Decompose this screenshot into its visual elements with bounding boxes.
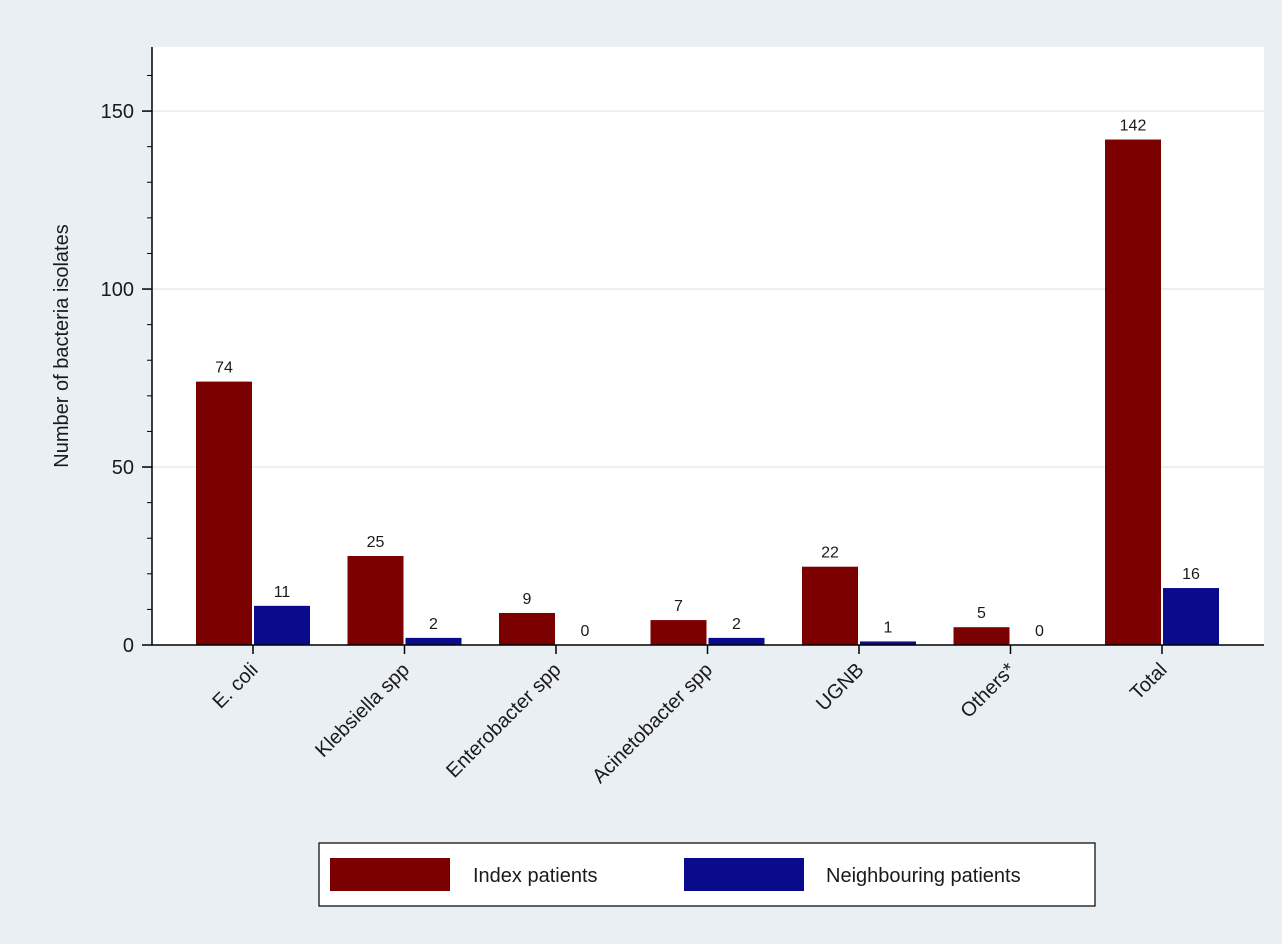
y-tick-label: 0 (123, 635, 134, 657)
data-label: 22 (821, 545, 839, 562)
data-label: 142 (1120, 118, 1147, 135)
data-label: 25 (367, 534, 385, 551)
bar-index (499, 612, 555, 645)
data-label: 1 (884, 619, 893, 636)
legend: Index patients Neighbouring patients (318, 842, 1096, 907)
y-tick-label: 150 (101, 101, 134, 123)
y-axis-title: Number of bacteria isolates (51, 224, 73, 467)
bar-neighbouring (405, 637, 462, 645)
bar-neighbouring (708, 637, 765, 645)
legend-swatch-neighbouring (684, 858, 804, 891)
data-label: 2 (429, 616, 438, 633)
gridlines (152, 110, 1264, 468)
plot-area (152, 47, 1264, 645)
data-label: 11 (274, 584, 291, 601)
legend-label: Index patients (473, 865, 598, 887)
data-label: 7 (674, 598, 683, 615)
data-label: 16 (1182, 566, 1200, 583)
data-label: 2 (732, 616, 741, 633)
bar-index (1105, 139, 1161, 646)
bar-index (953, 627, 1010, 645)
bar-index (347, 556, 404, 645)
bar-index (650, 620, 707, 645)
y-tick-label: 50 (112, 457, 134, 479)
bar-neighbouring (860, 641, 916, 645)
bar-neighbouring (254, 605, 310, 645)
data-label: 5 (977, 605, 986, 622)
bars (196, 139, 1219, 646)
legend-swatch-index (330, 858, 450, 891)
data-label: 9 (523, 591, 532, 608)
y-tick-label: 100 (101, 279, 134, 301)
bar-index (802, 566, 858, 645)
data-label: 74 (215, 360, 233, 377)
legend-label: Neighbouring patients (826, 865, 1021, 887)
data-label: 0 (581, 623, 590, 640)
bar-neighbouring (1163, 588, 1219, 645)
bar-index (196, 381, 252, 645)
data-label: 0 (1035, 623, 1044, 640)
